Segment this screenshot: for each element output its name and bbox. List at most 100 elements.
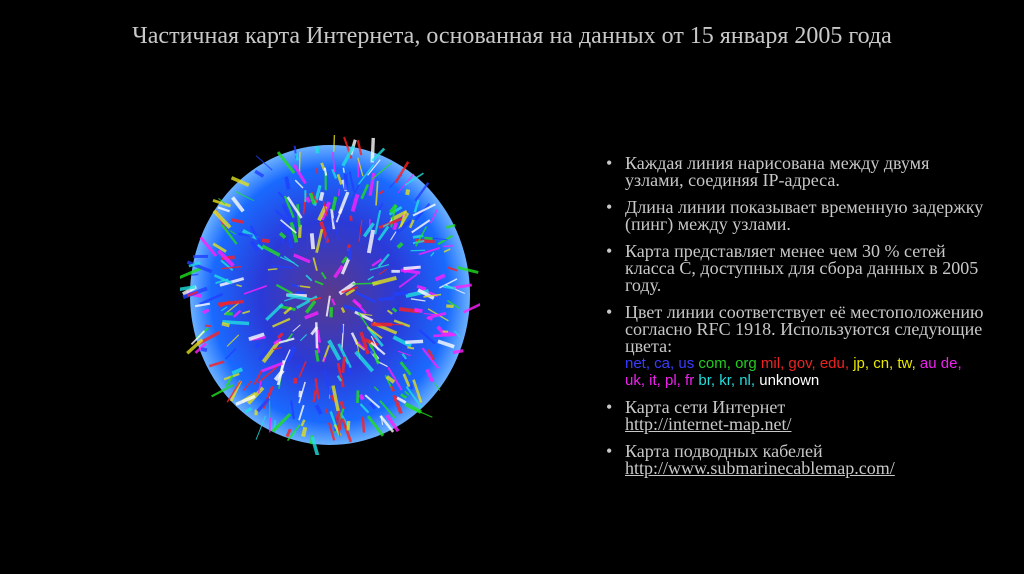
map-stroke: [289, 221, 299, 243]
map-stroke: [255, 415, 266, 440]
map-stroke: [276, 332, 284, 340]
map-stroke: [186, 260, 213, 274]
map-stroke: [283, 255, 299, 268]
map-stroke: [377, 202, 384, 213]
map-stroke: [272, 317, 291, 328]
map-stroke: [212, 242, 227, 253]
map-stroke: [354, 310, 374, 323]
map-stroke: [405, 339, 424, 345]
map-stroke: [254, 342, 261, 349]
map-stroke: [334, 411, 341, 437]
bullet-item: Длина линии показывает временную задержк…: [604, 198, 984, 233]
map-stroke: [403, 265, 421, 271]
map-stroke: [364, 394, 381, 409]
map-stroke: [434, 273, 446, 282]
map-stroke: [260, 361, 284, 373]
map-stroke: [310, 326, 319, 336]
map-stroke: [278, 231, 287, 240]
map-stroke: [293, 253, 311, 264]
map-stroke: [298, 381, 306, 404]
map-stroke: [360, 183, 370, 200]
map-stroke: [385, 414, 400, 433]
bullet-text: Карта подводных кабелей: [625, 441, 823, 461]
map-stroke: [452, 349, 464, 355]
map-stroke: [286, 424, 301, 442]
map-stroke: [350, 193, 360, 212]
map-stroke: [278, 337, 295, 344]
map-stroke: [404, 402, 422, 414]
map-stroke: [437, 339, 455, 349]
map-stroke: [396, 396, 407, 404]
map-stroke: [401, 353, 408, 360]
map-stroke: [254, 169, 265, 178]
map-stroke: [204, 324, 212, 328]
map-stroke: [443, 285, 457, 290]
map-stroke: [378, 190, 385, 195]
map-stroke: [220, 306, 228, 312]
map-stroke: [396, 241, 404, 249]
map-stroke: [327, 422, 336, 441]
map-stroke: [323, 369, 332, 395]
map-stroke: [415, 226, 428, 247]
map-stroke: [378, 268, 387, 276]
map-stroke: [411, 219, 431, 234]
map-stroke: [292, 163, 307, 185]
link[interactable]: http://internet-map.net/: [625, 414, 792, 434]
map-stroke: [180, 266, 203, 279]
link[interactable]: http://www.submarinecablemap.com/: [625, 458, 895, 478]
map-stroke: [261, 244, 281, 257]
map-stroke: [327, 339, 342, 361]
map-stroke: [285, 428, 292, 438]
map-stroke: [290, 400, 295, 420]
map-stroke: [357, 341, 366, 350]
map-stroke: [347, 247, 352, 260]
map-stroke: [416, 284, 427, 291]
map-stroke: [423, 293, 442, 298]
map-stroke: [378, 217, 403, 230]
map-stroke: [453, 330, 461, 338]
map-stroke: [200, 347, 208, 352]
map-stroke: [312, 390, 317, 403]
map-stroke: [298, 361, 307, 378]
map-stroke: [342, 167, 345, 173]
map-stroke: [366, 326, 383, 340]
map-stroke: [360, 313, 373, 317]
map-stroke: [412, 203, 436, 217]
map-stroke: [336, 173, 343, 185]
map-stroke: [405, 189, 411, 196]
map-stroke: [430, 251, 435, 257]
map-stroke: [221, 321, 230, 328]
map-stroke: [399, 361, 412, 376]
map-stroke: [269, 417, 272, 433]
map-stroke: [367, 159, 381, 176]
map-stroke: [446, 299, 460, 309]
map-stroke: [180, 285, 196, 291]
map-stroke: [314, 349, 320, 362]
map-stroke: [212, 199, 231, 208]
map-stroke: [418, 328, 436, 345]
map-stroke: [323, 167, 328, 176]
map-stroke: [392, 222, 398, 231]
map-stroke: [337, 343, 352, 369]
map-stroke: [314, 146, 320, 154]
map-stroke: [367, 275, 375, 281]
map-stroke: [343, 304, 366, 314]
map-stroke: [361, 416, 366, 433]
map-stroke: [325, 295, 331, 317]
map-stroke: [222, 320, 250, 326]
bullet-text: Карта представляет менее чем 30 % сетей …: [625, 241, 979, 295]
map-stroke: [371, 258, 383, 267]
map-stroke: [322, 357, 326, 363]
map-stroke: [300, 419, 306, 427]
map-stroke: [314, 378, 320, 400]
map-stroke: [244, 407, 253, 414]
map-stroke: [324, 408, 329, 415]
map-stroke: [409, 382, 414, 390]
map-stroke: [297, 224, 302, 238]
map-stroke: [237, 232, 253, 238]
map-stroke: [199, 236, 218, 258]
map-stroke: [257, 366, 278, 384]
map-stroke: [312, 257, 318, 272]
map-stroke: [330, 208, 336, 230]
map-stroke: [272, 346, 282, 351]
